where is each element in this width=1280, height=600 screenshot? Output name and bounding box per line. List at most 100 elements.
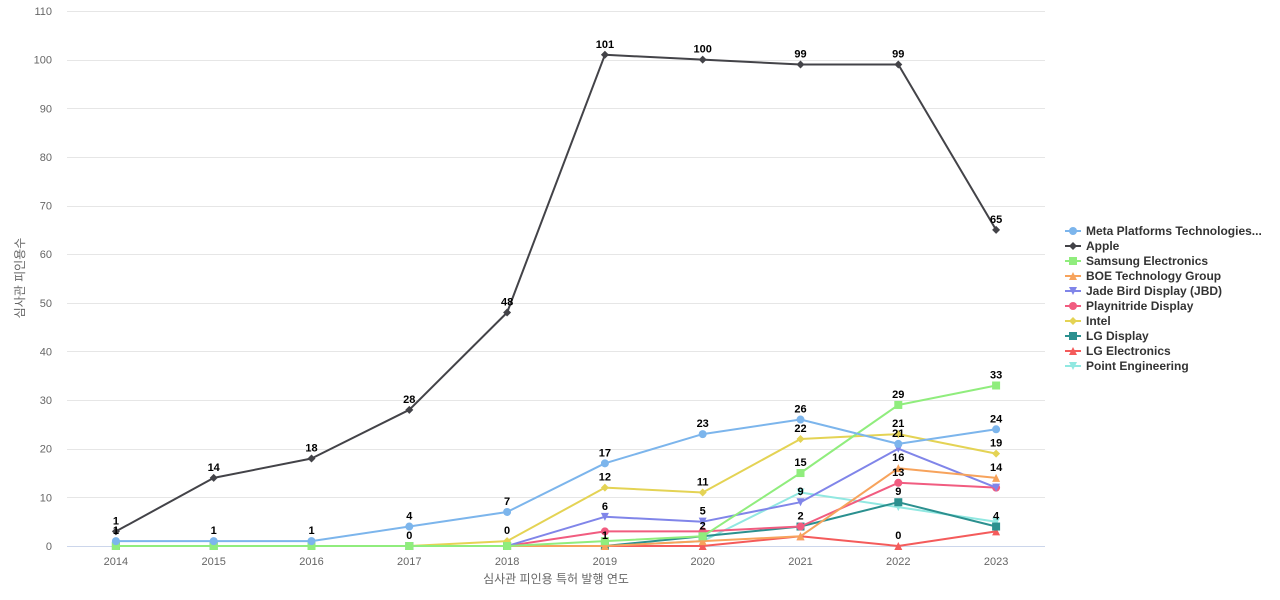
legend-item[interactable]: Apple <box>1065 239 1120 253</box>
legend[interactable]: Meta Platforms Technologies...AppleSamsu… <box>1065 224 1262 373</box>
data-label: 4 <box>993 511 1000 523</box>
data-point <box>209 542 218 550</box>
legend-item[interactable]: Point Engineering <box>1065 359 1189 373</box>
data-point <box>796 498 805 507</box>
y-tick-label: 60 <box>40 249 52 261</box>
data-point <box>894 60 903 69</box>
y-axis-ticks: 0 10 20 30 40 50 60 70 80 90 100 110 <box>34 6 52 553</box>
x-tick-label: 2022 <box>886 556 910 568</box>
data-point <box>698 430 707 439</box>
legend-item[interactable]: LG Display <box>1065 329 1149 343</box>
data-point <box>894 498 903 507</box>
data-point <box>796 522 805 531</box>
series-line <box>115 433 997 547</box>
legend-label: Meta Platforms Technologies... <box>1086 224 1262 238</box>
y-tick-label: 0 <box>46 541 52 553</box>
data-point <box>992 522 1001 531</box>
data-point <box>698 517 707 526</box>
data-point <box>698 55 707 64</box>
legend-symbol <box>1069 332 1077 340</box>
data-label: 4 <box>406 511 413 523</box>
data-label: 26 <box>794 404 806 416</box>
legend-symbol <box>1069 347 1077 355</box>
legend-label: Samsung Electronics <box>1086 254 1208 268</box>
data-point <box>405 522 414 531</box>
x-tick-label: 2015 <box>201 556 225 568</box>
data-point <box>796 488 805 497</box>
data-label: 23 <box>697 418 709 430</box>
legend-item[interactable]: LG Electronics <box>1065 344 1171 358</box>
data-point <box>307 542 316 550</box>
data-point <box>600 542 609 550</box>
y-tick-label: 50 <box>40 298 52 310</box>
data-point <box>600 527 609 536</box>
x-tick-label: 2018 <box>495 556 519 568</box>
legend-label: Intel <box>1086 314 1111 328</box>
legend-item[interactable]: Playnitride Display <box>1065 299 1194 313</box>
x-tick-label: 2014 <box>104 556 128 568</box>
x-tick-label: 2019 <box>593 556 617 568</box>
legend-item[interactable]: Meta Platforms Technologies... <box>1065 224 1262 238</box>
data-point <box>600 459 609 468</box>
data-label: 16 <box>892 452 904 464</box>
data-point <box>600 483 609 492</box>
data-point <box>698 532 707 541</box>
data-point <box>894 478 903 487</box>
data-label: 1 <box>308 525 314 537</box>
y-tick-label: 30 <box>40 395 52 407</box>
data-point <box>307 537 316 546</box>
data-point <box>992 517 1001 526</box>
series-line <box>115 384 997 547</box>
legend-item[interactable]: Intel <box>1065 314 1111 328</box>
y-tick-label: 40 <box>40 346 52 358</box>
data-point <box>992 473 1001 482</box>
data-label: 24 <box>990 413 1003 425</box>
data-point <box>796 532 805 541</box>
data-label: 9 <box>797 486 803 498</box>
data-point <box>796 469 805 478</box>
data-point <box>992 483 1001 492</box>
legend-item[interactable]: Jade Bird Display (JBD) <box>1065 284 1222 298</box>
data-label: 2 <box>797 511 803 523</box>
data-point <box>796 435 805 443</box>
data-point <box>503 308 512 317</box>
legend-symbol <box>1069 257 1077 265</box>
data-point <box>698 542 707 550</box>
data-label: 21 <box>892 418 904 430</box>
legend-symbol <box>1069 302 1077 310</box>
data-point <box>894 430 903 439</box>
legend-symbol <box>1069 227 1077 235</box>
legend-item[interactable]: BOE Technology Group <box>1065 269 1221 283</box>
data-label: 18 <box>305 442 317 454</box>
series-line <box>115 467 997 547</box>
data-label: 9 <box>895 486 901 498</box>
y-axis-title: 심사관 피인용수 <box>13 238 27 319</box>
data-point <box>796 60 805 69</box>
series-0 <box>111 415 1001 546</box>
data-label: 12 <box>599 472 611 484</box>
x-tick-label: 2016 <box>299 556 323 568</box>
data-label: 29 <box>892 389 904 401</box>
y-tick-label: 80 <box>40 152 52 164</box>
data-point <box>600 512 609 521</box>
data-label: 65 <box>990 214 1002 226</box>
data-label: 0 <box>406 530 412 542</box>
legend-symbol <box>1069 287 1077 295</box>
x-axis-title: 심사관 피인용 특허 발행 연도 <box>483 571 629 586</box>
data-point <box>992 527 1001 536</box>
data-point <box>209 537 218 546</box>
legend-label: Playnitride Display <box>1086 299 1194 313</box>
data-point <box>405 405 414 414</box>
y-tick-label: 110 <box>34 6 52 18</box>
data-label: 1 <box>113 515 119 527</box>
data-label: 7 <box>504 496 510 508</box>
legend-item[interactable]: Samsung Electronics <box>1065 254 1208 268</box>
data-point <box>992 425 1001 434</box>
data-label: 13 <box>892 467 904 479</box>
data-point <box>894 542 903 550</box>
legend-symbol <box>1069 362 1077 370</box>
y-tick-label: 70 <box>40 201 52 213</box>
legend-label: Apple <box>1086 239 1120 253</box>
